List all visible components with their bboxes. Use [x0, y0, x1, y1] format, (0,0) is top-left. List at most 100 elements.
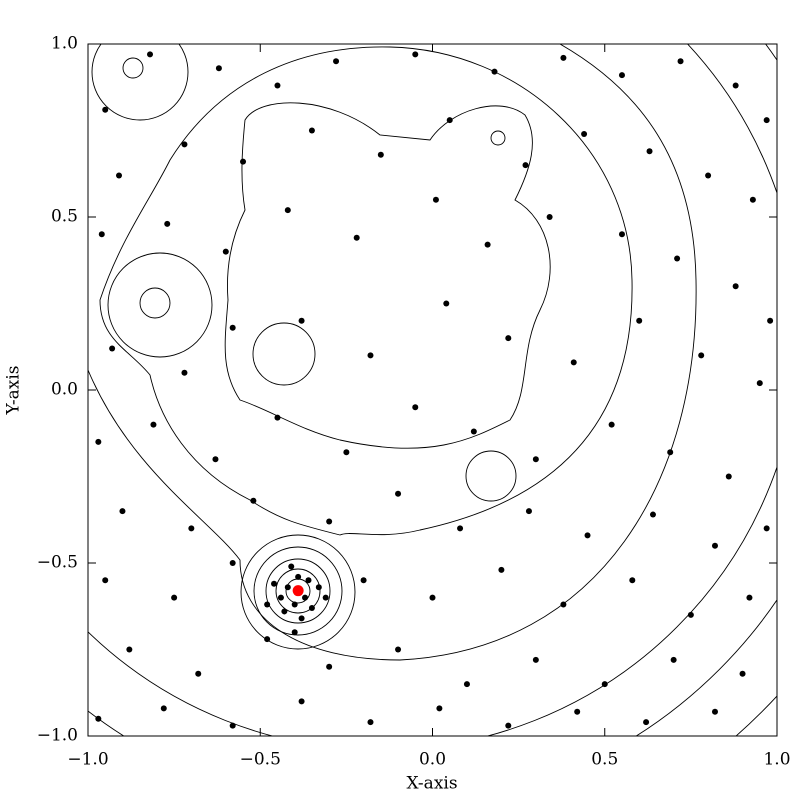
- scatter-point: [601, 681, 608, 688]
- y-tick-label: 0.5: [51, 207, 78, 227]
- scatter-point: [271, 580, 278, 587]
- scatter-point: [102, 106, 109, 113]
- contour: [252, 322, 316, 386]
- scatter-point: [102, 577, 109, 584]
- scatter-point: [646, 148, 653, 155]
- scatter-point: [377, 151, 384, 158]
- scatter-point: [109, 345, 116, 352]
- scatter-point: [484, 241, 491, 248]
- y-tick-label: 1.0: [51, 34, 78, 54]
- scatter-point: [677, 58, 684, 65]
- scatter-point: [412, 51, 419, 58]
- x-tick-label: 0.5: [591, 750, 618, 770]
- contour: [88, 44, 777, 736]
- scatter-point: [767, 317, 774, 324]
- scatter-point: [667, 449, 674, 456]
- scatter-point: [229, 560, 236, 566]
- scatter-point: [711, 708, 718, 715]
- scatter-point: [229, 722, 236, 729]
- scatter-point: [281, 608, 288, 615]
- scatter-point: [532, 656, 539, 663]
- scatter-point: [295, 573, 302, 580]
- scatter-point: [298, 698, 305, 705]
- scatter-point: [126, 646, 133, 653]
- scatter-point: [649, 511, 656, 518]
- scatter-point: [522, 162, 529, 169]
- y-axis-label: Y-axis: [4, 366, 24, 416]
- contour: [465, 450, 517, 502]
- scatter-point: [274, 82, 281, 89]
- scatter-point: [333, 58, 340, 65]
- scatter-point: [360, 577, 367, 584]
- scatter-point: [298, 317, 305, 324]
- scatter-point: [116, 172, 123, 179]
- contour: [224, 102, 551, 449]
- scatter-point: [532, 456, 539, 463]
- scatter-point: [181, 141, 188, 148]
- scatter-point: [195, 670, 202, 677]
- x-axis-label: X-axis: [406, 774, 457, 794]
- scatter-point: [412, 404, 419, 411]
- scatter-point: [560, 54, 567, 61]
- contour: [240, 534, 356, 650]
- scatter-point: [250, 497, 257, 504]
- scatter-point: [732, 82, 739, 89]
- scatter-point: [95, 715, 102, 722]
- scatter-point: [150, 421, 157, 428]
- scatter-point: [367, 719, 374, 726]
- y-tick-label: 0.0: [51, 380, 78, 400]
- scatter-point: [274, 414, 281, 421]
- scatter-point: [498, 566, 505, 573]
- scatter-point: [443, 300, 450, 307]
- scatter-point: [292, 585, 304, 597]
- x-tick-label: −1.0: [67, 750, 108, 770]
- scatter-point: [264, 636, 271, 643]
- scatter-point: [298, 615, 305, 622]
- scatter-point: [581, 130, 588, 137]
- scatter-point: [164, 220, 171, 227]
- scatter-point: [670, 656, 677, 663]
- scatter-point: [711, 542, 718, 549]
- scatter-point: [429, 594, 436, 601]
- scatter-point: [739, 670, 746, 677]
- scatter-point: [505, 335, 512, 342]
- scatter-point: [308, 604, 315, 611]
- scatter-point: [491, 68, 498, 75]
- contour: [99, 46, 633, 536]
- scatter-point: [240, 158, 247, 165]
- scatter-point: [288, 563, 295, 570]
- scatter-point: [705, 172, 712, 179]
- scatter-point: [629, 577, 636, 584]
- scatter-point: [160, 705, 167, 712]
- scatter-point: [725, 473, 732, 480]
- scatter-point: [525, 508, 532, 515]
- scatter-point: [687, 611, 694, 618]
- plot-frame: [87, 43, 778, 737]
- scatter-point: [698, 352, 705, 359]
- scatter-point: [305, 577, 312, 584]
- scatter-point: [746, 594, 753, 601]
- contour: [88, 44, 697, 661]
- scatter-point: [119, 508, 126, 515]
- scatter-point: [98, 231, 105, 238]
- scatter-point: [749, 196, 756, 203]
- x-tick-label: 1.0: [763, 750, 790, 770]
- contour: [139, 287, 171, 319]
- scatter-point: [584, 532, 591, 539]
- scatter-point: [291, 601, 298, 608]
- scatter-point: [570, 359, 577, 366]
- scatter-point: [291, 629, 298, 636]
- scatter-point: [264, 601, 271, 608]
- scatter-point: [436, 705, 443, 712]
- scatter-point: [302, 594, 309, 601]
- scatter-point: [608, 421, 615, 428]
- scatter-point: [674, 255, 681, 262]
- contour: [275, 568, 321, 614]
- scatter-point: [315, 584, 322, 591]
- scatter-point: [636, 317, 643, 324]
- scatter-point: [277, 594, 284, 601]
- scatter-point: [732, 283, 739, 290]
